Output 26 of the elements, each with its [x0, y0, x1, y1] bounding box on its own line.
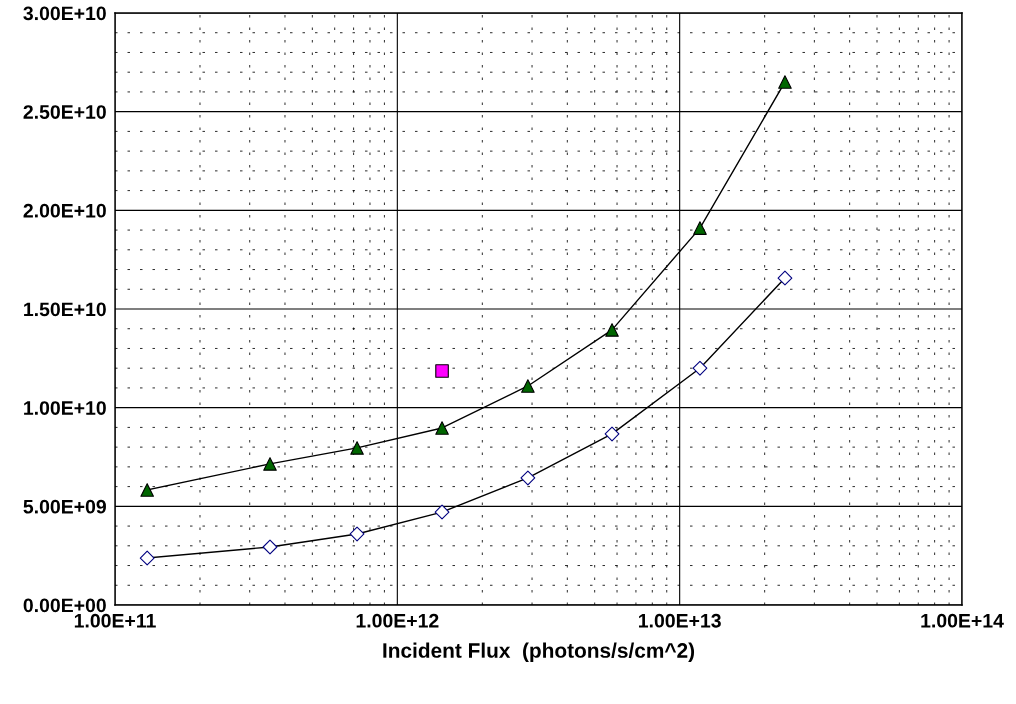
y-tick-label: 1.00E+10: [24, 401, 106, 415]
point: [263, 457, 277, 471]
point: [604, 426, 620, 442]
x-tick-label: 1.00E+13: [638, 613, 721, 628]
point: [778, 75, 792, 89]
point: [434, 504, 450, 520]
point: [435, 421, 449, 435]
y-tick-label: 2.50E+10: [23, 105, 106, 119]
point: [521, 379, 535, 393]
y-tick-label: 5.00E+09: [23, 499, 106, 514]
y-tick-label: 0.00E+00: [23, 598, 106, 613]
y-tick-label: 3.00E+10: [23, 6, 106, 21]
point: [520, 470, 536, 486]
point: [692, 360, 708, 376]
y-tick-label: 1.50E+10: [24, 302, 106, 317]
x-axis-title: Incident Flux (photons/s/cm^2): [383, 642, 695, 662]
x-tick-label: 1.00E+12: [356, 613, 439, 628]
y-tick-label: 2.00E+10: [23, 203, 106, 218]
x-tick-label: 1.00E+14: [921, 613, 1004, 628]
x-tick-label: 1.00E+11: [74, 613, 156, 628]
point: [350, 441, 364, 455]
point: [693, 221, 707, 235]
point: [777, 270, 793, 286]
point: [605, 323, 619, 337]
point: [349, 526, 365, 542]
point: [262, 539, 278, 555]
